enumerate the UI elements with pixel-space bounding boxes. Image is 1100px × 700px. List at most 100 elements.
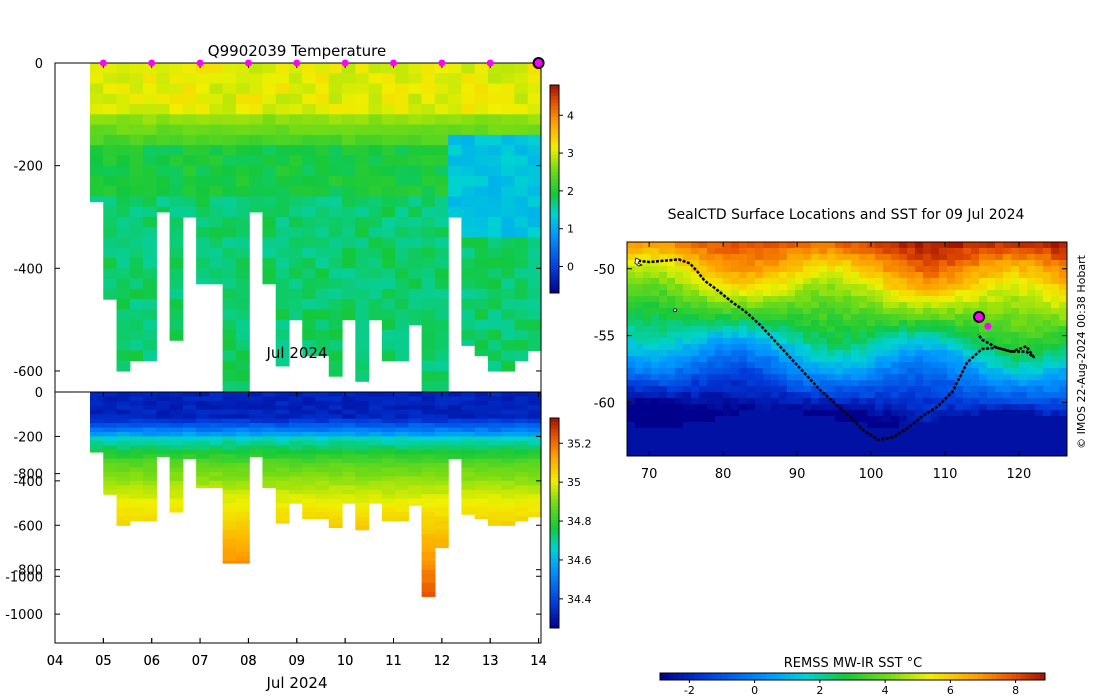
x-tick-label: 06 [143, 654, 160, 669]
sst-cell [795, 302, 804, 309]
sst-cell [747, 266, 756, 273]
section-cell [355, 494, 370, 500]
section-cell [368, 299, 383, 310]
sst-cell [635, 386, 644, 393]
section-cell [461, 268, 476, 280]
section-cell [474, 507, 489, 513]
sst-cell [787, 278, 796, 285]
section-cell [302, 196, 317, 208]
section-cell [275, 360, 290, 367]
sst-cell [867, 380, 876, 387]
sst-cell [691, 374, 700, 381]
section-cell [381, 114, 396, 126]
sst-cell [771, 446, 780, 453]
sst-cell [995, 260, 1004, 267]
colorbar-swatch [550, 154, 559, 159]
section-cell [474, 319, 489, 331]
sst-cell [779, 332, 788, 339]
section-cell [355, 319, 370, 331]
sst-cell [795, 308, 804, 315]
sst-cell [971, 386, 980, 393]
section-cell [235, 400, 250, 406]
section-cell [169, 418, 184, 424]
section-cell [302, 400, 317, 406]
sst-cell [931, 374, 940, 381]
sst-cell [875, 404, 884, 411]
section-cell [288, 480, 303, 486]
section-cell [249, 427, 264, 433]
section-cell [461, 503, 476, 509]
sst-cell [859, 410, 868, 417]
sst-cell [915, 314, 924, 321]
temperature-x-axis: 04 05 06 07 08 09 10 11 12 13 14 [47, 63, 547, 669]
section-cell [156, 165, 171, 177]
sst-cell [1019, 344, 1028, 351]
colorbar-swatch [550, 258, 559, 263]
colorbar-swatch [550, 216, 559, 221]
section-cell [381, 414, 396, 420]
sst-cell [755, 290, 764, 297]
sst-cell [675, 446, 684, 453]
section-cell [434, 258, 449, 269]
section-cell [421, 268, 436, 280]
section-cell [342, 155, 356, 167]
sst-cell [963, 440, 972, 447]
sst-cell [1019, 320, 1028, 327]
sst-cell [1043, 428, 1052, 435]
sst-cell [963, 392, 972, 399]
section-cell [474, 467, 489, 473]
section-cell [209, 63, 224, 74]
colorbar-swatch [550, 220, 559, 225]
sst-cell [699, 314, 708, 321]
section-cell [342, 104, 356, 115]
sst-cell [923, 308, 932, 315]
sst-cell [915, 278, 924, 285]
section-cell [169, 175, 184, 187]
section-cell [288, 396, 303, 402]
sst-cell [731, 356, 740, 363]
section-cell [275, 418, 290, 424]
sst-cell [675, 278, 684, 285]
section-cell [408, 186, 423, 198]
sst-cell [875, 422, 884, 429]
section-cell [315, 396, 330, 402]
sst-cell [899, 410, 908, 417]
sst-cell [675, 260, 684, 267]
section-cell [209, 485, 224, 489]
sst-cell [627, 440, 636, 447]
section-cell [474, 471, 489, 478]
sst-cell [859, 350, 868, 357]
sst-cell [795, 374, 804, 381]
section-cell [421, 414, 436, 420]
sst-cell [971, 350, 980, 357]
section-cell [143, 454, 157, 460]
sst-cell [891, 254, 900, 261]
section-cell [169, 436, 184, 442]
section-cell [408, 503, 423, 506]
section-cell [328, 227, 343, 239]
section-cell [368, 467, 383, 473]
section-cell [169, 485, 184, 491]
sst-cell [755, 302, 764, 309]
sst-cell [755, 350, 764, 357]
sst-cell [691, 308, 700, 315]
section-cell [395, 114, 409, 126]
sst-cell [779, 296, 788, 303]
sst-cell [1011, 272, 1020, 279]
section-cell [302, 299, 317, 310]
section-cell [368, 196, 383, 208]
sst-cell [739, 260, 748, 267]
sst-cell [851, 446, 860, 453]
section-cell [288, 299, 303, 310]
sst-cell [691, 434, 700, 441]
section-cell [487, 427, 502, 433]
sst-cell [1051, 350, 1060, 357]
section-cell [408, 268, 423, 280]
sst-cell [827, 284, 836, 291]
sst-cell [627, 422, 636, 429]
sst-cell [771, 374, 780, 381]
sst-cell [867, 356, 876, 363]
sst-cell [787, 242, 796, 249]
section-cell [209, 278, 224, 285]
sst-cell [1003, 290, 1012, 297]
